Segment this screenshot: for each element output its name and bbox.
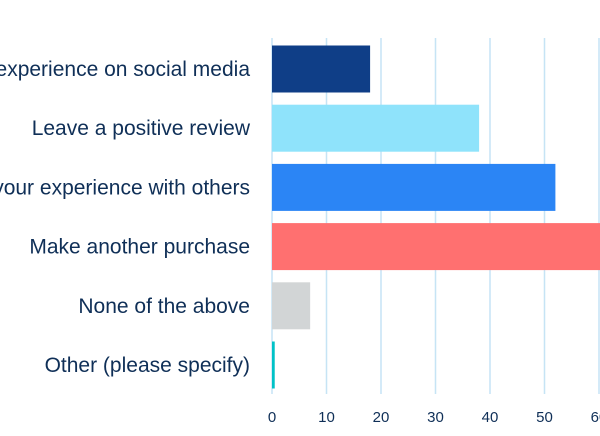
bar-2: [272, 104, 480, 152]
bar-5: [272, 282, 311, 330]
bar-6: [272, 341, 275, 389]
category-label-1: Share your experience on social media: [0, 58, 250, 81]
x-tick-label-30: 30: [427, 409, 444, 426]
x-tick-label-60: 60: [591, 409, 600, 426]
category-label-5: None of the above: [78, 295, 250, 318]
bars: [272, 45, 600, 389]
x-tick-label-0: 0: [268, 409, 276, 426]
bar-1: [272, 45, 371, 93]
category-label-3: Share your experience with others: [0, 176, 250, 199]
x-tick-label-10: 10: [318, 409, 335, 426]
bar-4: [272, 223, 600, 271]
category-label-4: Make another purchase: [29, 236, 250, 259]
x-tick-label-40: 40: [482, 409, 499, 426]
category-label-2: Leave a positive review: [32, 117, 251, 140]
x-axis-ticks: 0 10 20 30 40 50 60: [268, 409, 600, 426]
x-tick-label-50: 50: [536, 409, 553, 426]
x-tick-label-20: 20: [373, 409, 390, 426]
category-labels: Share your experience on social media Lea…: [0, 58, 251, 377]
grid-lines: [271, 38, 600, 394]
bar-3: [272, 163, 556, 211]
category-label-6: Other (please specify): [45, 354, 250, 377]
